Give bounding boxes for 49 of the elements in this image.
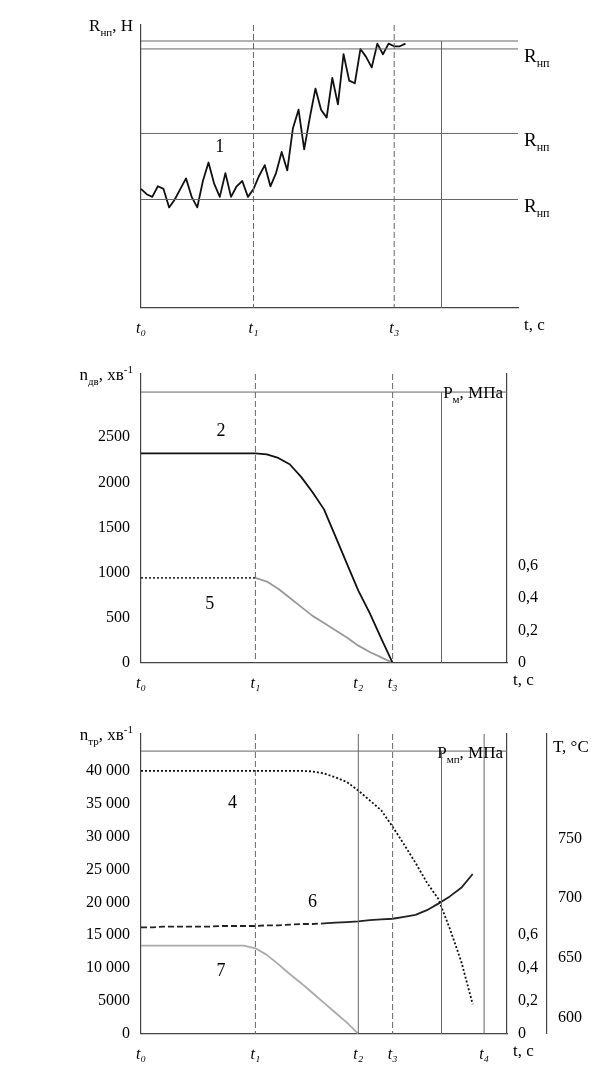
y3-tick-label: 750 — [558, 828, 582, 846]
x-tick-label: t₁ — [250, 673, 261, 691]
y2-tick-label: 0 — [518, 653, 526, 670]
y2-tick-label: 0,4 — [518, 588, 538, 606]
series-label: 2 — [216, 420, 226, 441]
y2-tick-label: 0,6 — [518, 925, 538, 943]
y-tick-label: 0 — [122, 653, 130, 670]
x-tick-label: t₃ — [387, 673, 398, 691]
series-label: 4 — [228, 791, 237, 812]
y-tick-label: 35 000 — [86, 793, 130, 811]
y3-tick-label: 600 — [558, 1008, 582, 1026]
x-tick-label: t₂ — [353, 673, 364, 691]
x-tick-label: t₀ — [135, 673, 147, 691]
y3-axis-title: T, °C — [553, 737, 589, 757]
x-tick-label: t₀ — [135, 1044, 147, 1062]
y2-tick-label: 0,2 — [518, 620, 538, 638]
y2-tick-label: 0 — [518, 1024, 526, 1041]
x-axis-title: t, с — [524, 315, 546, 335]
y-tick-label: 15 000 — [86, 925, 130, 943]
y-tick-label: 500 — [106, 607, 130, 625]
y-tick-label: 10 000 — [86, 958, 130, 976]
x-axis-title: t, с — [513, 1041, 535, 1061]
y-tick-label: 40 000 — [86, 761, 130, 779]
y3-tick-label: 650 — [558, 948, 582, 966]
x-tick-label: t₃ — [389, 318, 400, 336]
y-tick-label: 20 000 — [86, 892, 130, 910]
x-axis-title: t, с — [513, 670, 535, 690]
y-tick-label: 0 — [122, 1024, 130, 1041]
y-tick-label: 25 000 — [86, 859, 130, 877]
y2-tick-label: 0,4 — [518, 958, 538, 976]
series-label: 5 — [205, 592, 215, 613]
y-tick-label: 2000 — [98, 472, 130, 490]
series-label: 7 — [216, 960, 226, 981]
x-tick-label: t₀ — [135, 318, 147, 336]
x-tick-label: t₃ — [387, 1044, 398, 1062]
y2-tick-label: 0,2 — [518, 991, 538, 1009]
y-tick-label: 30 000 — [86, 826, 130, 844]
y-tick-label: 5000 — [98, 991, 130, 1009]
series-label: 1 — [215, 135, 225, 156]
x-tick-label: t₄ — [479, 1044, 490, 1062]
y3-tick-label: 700 — [558, 888, 582, 906]
y2-tick-label: 0,6 — [518, 555, 538, 573]
x-tick-label: t₂ — [353, 1044, 364, 1062]
y-tick-label: 2500 — [98, 427, 130, 445]
y-tick-label: 1500 — [98, 517, 130, 535]
series-label: 6 — [308, 890, 318, 911]
x-tick-label: t₁ — [250, 1044, 261, 1062]
x-tick-label: t₁ — [248, 318, 259, 336]
y-tick-label: 1000 — [98, 562, 130, 580]
